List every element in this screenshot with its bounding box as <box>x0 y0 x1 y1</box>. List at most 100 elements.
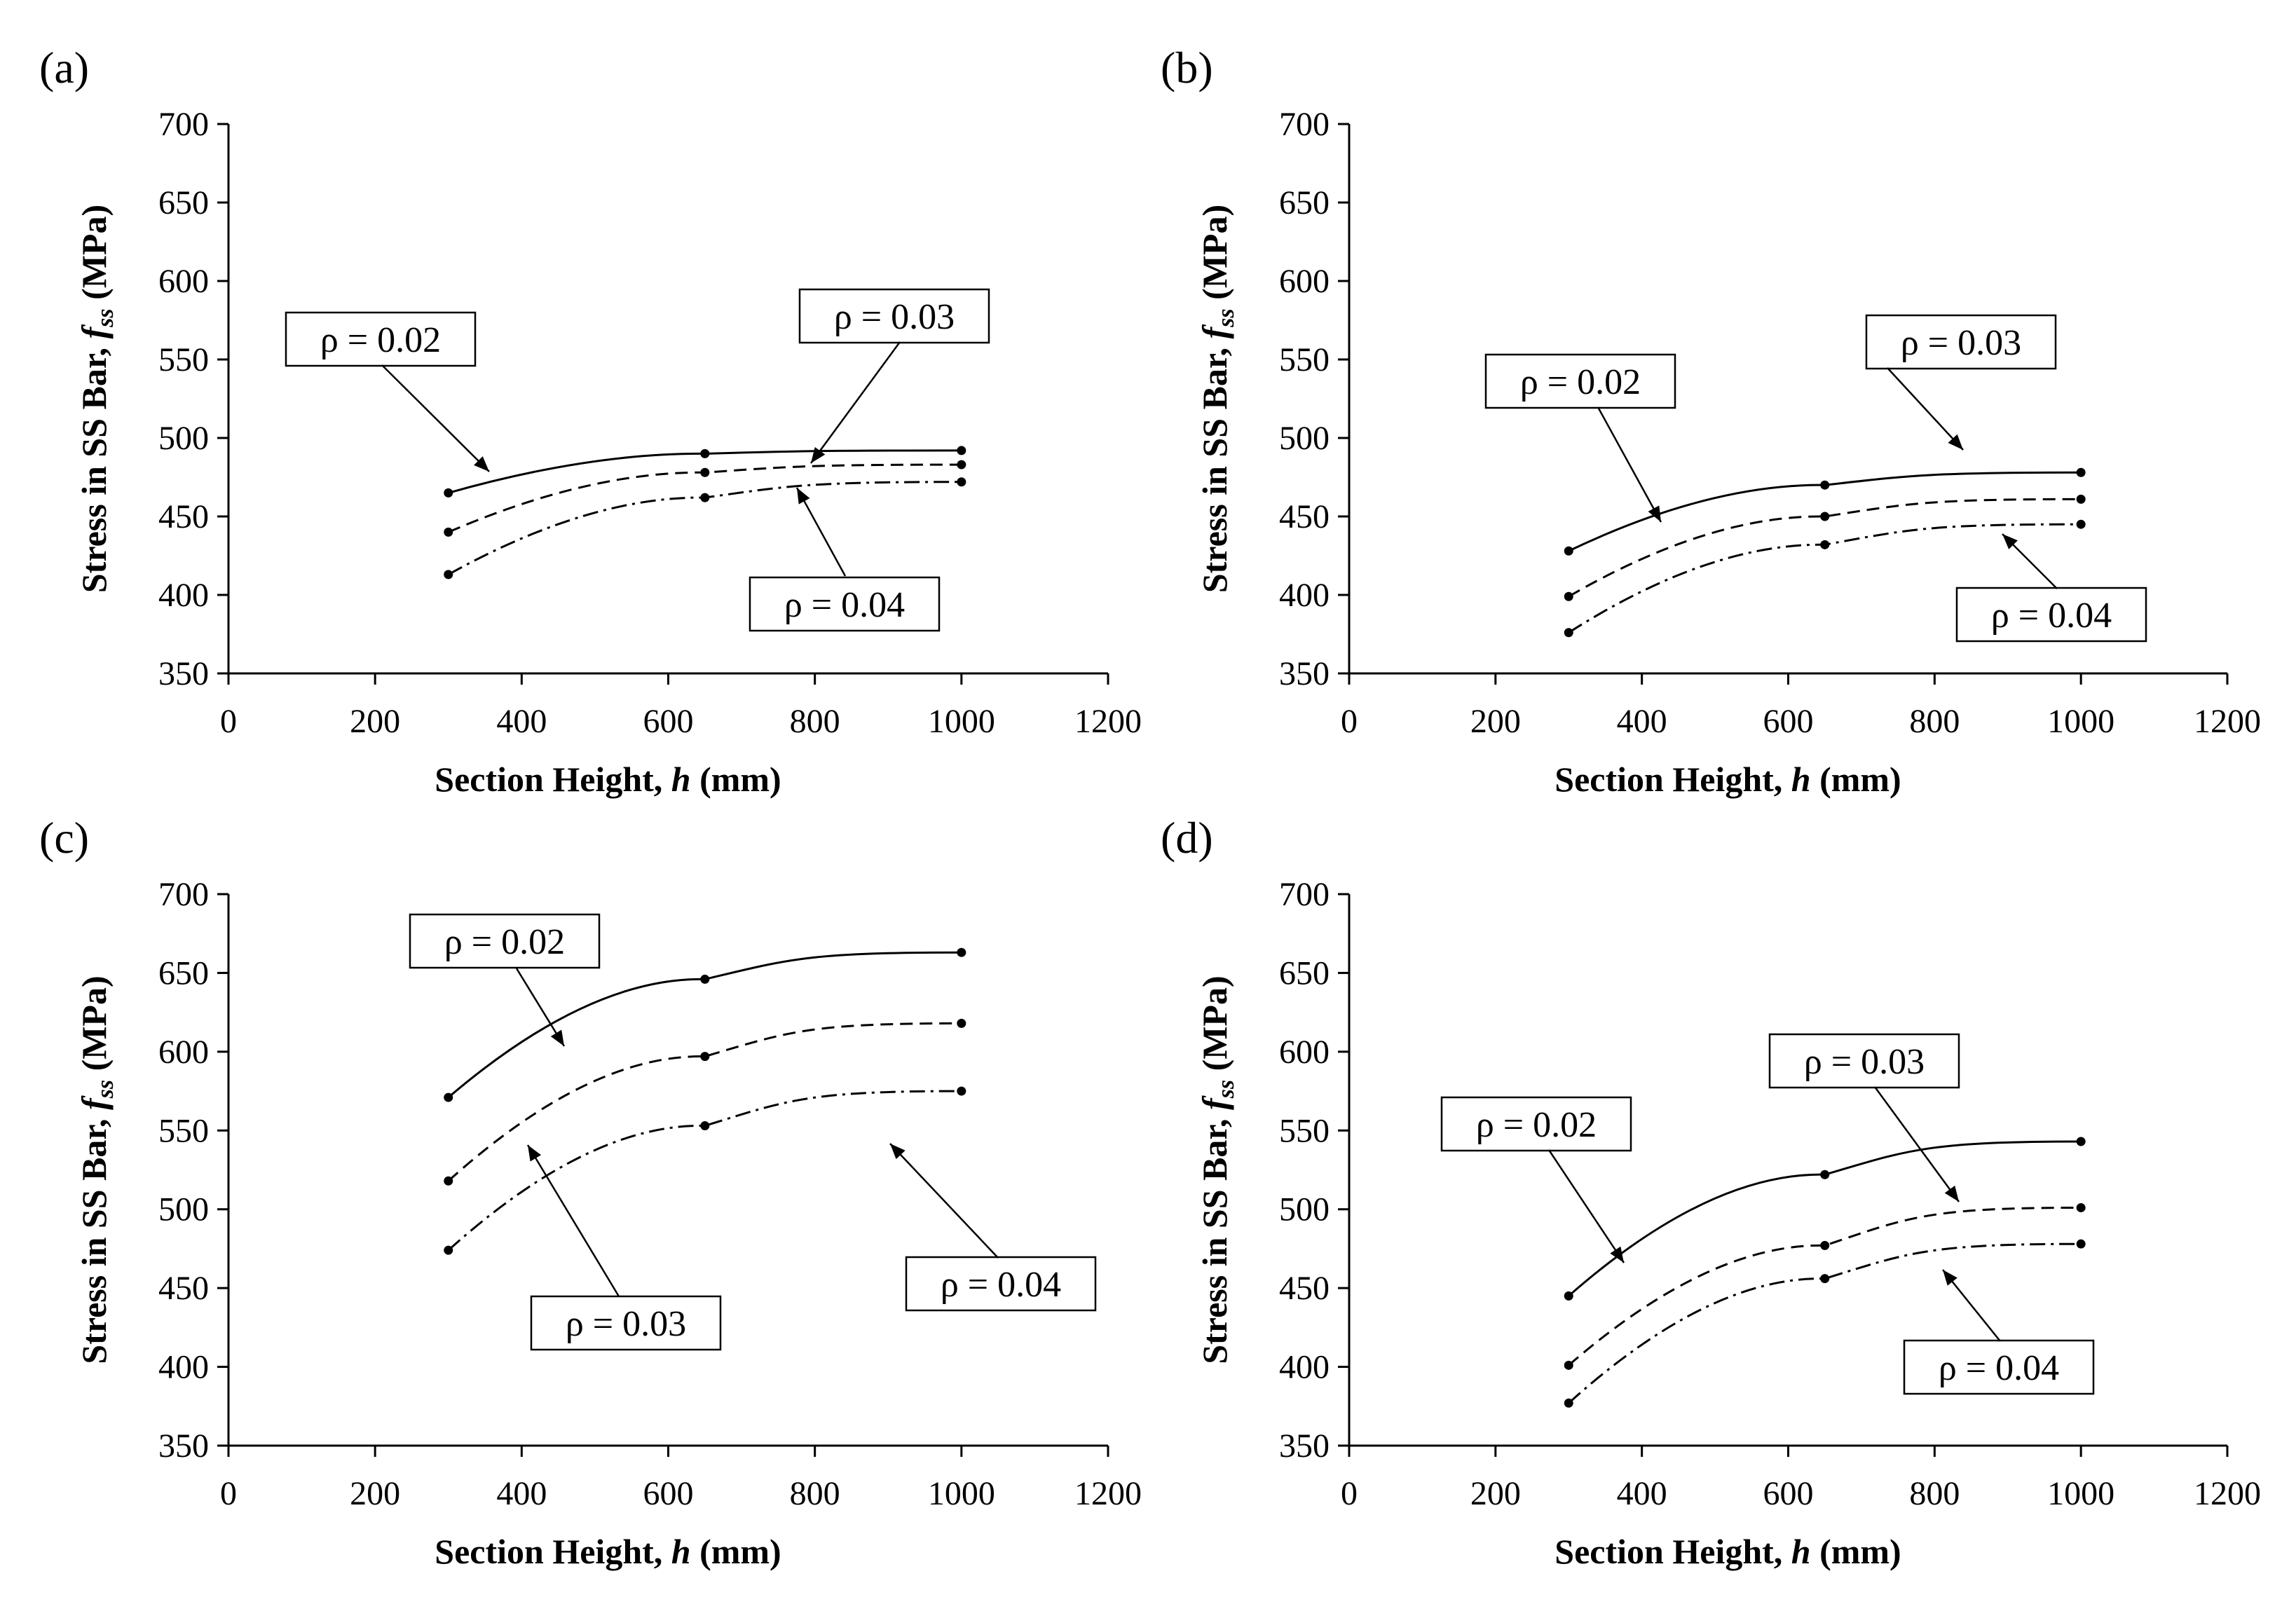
data-point <box>1820 1274 1830 1284</box>
annotation-arrow <box>526 1144 620 1297</box>
data-point <box>444 527 453 537</box>
x-tick-label: 1200 <box>1074 703 1142 740</box>
y-tick-label: 550 <box>1279 341 1330 378</box>
x-tick-label: 1200 <box>1074 1475 1142 1512</box>
data-point <box>444 570 453 580</box>
y-tick-label: 600 <box>158 263 209 300</box>
y-axis-title: Stress in SS Bar, fss (MPa) <box>74 975 118 1364</box>
panel-label: (d) <box>1161 813 1213 863</box>
annotation-box <box>798 288 990 344</box>
x-tick-label: 1000 <box>2047 1475 2114 1512</box>
annotation-rho-0.02: ρ = 0.02 <box>1484 353 1676 523</box>
x-axis-title: Section Height, h (mm) <box>435 1532 781 1571</box>
annotation-box <box>905 1256 1097 1312</box>
annotation-rho-0.03: ρ = 0.03 <box>1768 1033 1960 1202</box>
annotation-box <box>409 913 601 969</box>
annotation-label: ρ = 0.04 <box>1939 1348 2059 1388</box>
annotation-arrow <box>809 341 901 464</box>
data-point <box>1564 546 1573 556</box>
data-point <box>1820 480 1830 490</box>
y-tick-label: 450 <box>1279 498 1330 535</box>
annotation-box <box>530 1295 722 1351</box>
arrowhead <box>1610 1246 1624 1263</box>
annotation-rho-0.03: ρ = 0.03 <box>526 1144 722 1351</box>
arrowhead <box>474 456 489 472</box>
annotation-rho-0.02: ρ = 0.02 <box>1440 1096 1632 1263</box>
y-tick-label: 650 <box>1279 954 1330 992</box>
x-axis-title: Section Height, h (mm) <box>1554 1532 1901 1571</box>
annotation-arrow <box>381 364 490 472</box>
chart-panel-d: (d) 350 400 450 500 550 600 650 700 0 200 400 600 800… <box>1161 813 2261 1571</box>
x-tick-label: 1000 <box>928 1475 995 1512</box>
panel-label: (a) <box>39 43 89 92</box>
data-point <box>444 1176 453 1186</box>
data-point <box>1820 1170 1830 1179</box>
arrowhead <box>1944 1185 1959 1202</box>
y-tick-label: 550 <box>1279 1112 1330 1149</box>
x-axis-title: Section Height, h (mm) <box>435 760 781 799</box>
y-tick-label: 350 <box>1279 1427 1330 1465</box>
x-tick-label: 400 <box>1617 703 1667 740</box>
data-point <box>1820 512 1830 521</box>
x-tick-label: 1000 <box>928 703 995 740</box>
x-tick-label: 400 <box>1617 1475 1667 1512</box>
arrowhead <box>890 1144 906 1160</box>
annotation-box <box>749 576 941 632</box>
y-tick-label: 500 <box>158 420 209 457</box>
annotation-box <box>1903 1339 2095 1395</box>
annotation-box <box>1865 314 2057 370</box>
annotation-box <box>1440 1096 1632 1152</box>
data-point <box>1564 1291 1573 1301</box>
data-point <box>957 460 966 469</box>
data-point <box>1820 1240 1830 1250</box>
y-tick-label: 700 <box>1279 106 1330 143</box>
y-axis-title: Stress in SS Bar, fss (MPa) <box>1195 205 1239 593</box>
x-tick-label: 400 <box>496 703 547 740</box>
x-tick-label: 800 <box>790 703 840 740</box>
series-line-rho-0.04 <box>447 1090 962 1252</box>
data-point <box>700 1052 710 1062</box>
y-tick-label: 600 <box>1279 263 1330 300</box>
x-tick-label: 0 <box>220 703 237 740</box>
y-tick-label: 450 <box>158 1270 209 1307</box>
x-tick-label: 200 <box>1470 1475 1521 1512</box>
series-line-rho-0.03 <box>1568 1206 2082 1366</box>
arrowhead <box>797 488 810 505</box>
annotation-rho-0.04: ρ = 0.04 <box>1955 533 2147 643</box>
annotation-arrow <box>1873 1086 1960 1202</box>
data-point <box>700 1121 710 1131</box>
annotation-box <box>285 311 477 367</box>
annotation-arrow <box>1597 406 1662 523</box>
data-point <box>957 446 966 455</box>
x-tick-label: 800 <box>1909 1475 1960 1512</box>
annotation-rho-0.04: ρ = 0.04 <box>749 487 941 632</box>
y-tick-label: 400 <box>158 1349 209 1386</box>
x-tick-label: 200 <box>1470 703 1521 740</box>
annotation-arrow <box>1547 1149 1625 1263</box>
y-tick-label: 400 <box>1279 577 1330 614</box>
x-tick-label: 0 <box>1341 703 1358 740</box>
y-axis-title: Stress in SS Bar, fss (MPa) <box>74 205 118 593</box>
annotation-box <box>1484 353 1676 409</box>
annotation-label: ρ = 0.03 <box>1901 323 2021 363</box>
annotation-label: ρ = 0.03 <box>834 297 955 337</box>
data-point <box>957 477 966 487</box>
y-tick-label: 350 <box>158 655 209 692</box>
y-tick-label: 550 <box>158 1112 209 1149</box>
x-tick-label: 800 <box>1909 703 1960 740</box>
annotation-arrow <box>795 487 847 577</box>
data-point <box>2076 494 2086 504</box>
data-point <box>700 493 710 502</box>
y-tick-label: 500 <box>1279 420 1330 457</box>
x-tick-label: 600 <box>1763 703 1814 740</box>
data-point <box>1564 1398 1573 1408</box>
annotation-label: ρ = 0.02 <box>320 320 441 360</box>
panel-label: (c) <box>39 813 89 863</box>
y-tick-label: 400 <box>158 577 209 614</box>
data-point <box>957 947 966 957</box>
arrowhead <box>528 1145 542 1162</box>
annotation-label: ρ = 0.03 <box>566 1304 686 1344</box>
data-point <box>1564 1360 1573 1370</box>
annotation-label: ρ = 0.04 <box>784 585 905 625</box>
y-tick-label: 650 <box>158 184 209 221</box>
